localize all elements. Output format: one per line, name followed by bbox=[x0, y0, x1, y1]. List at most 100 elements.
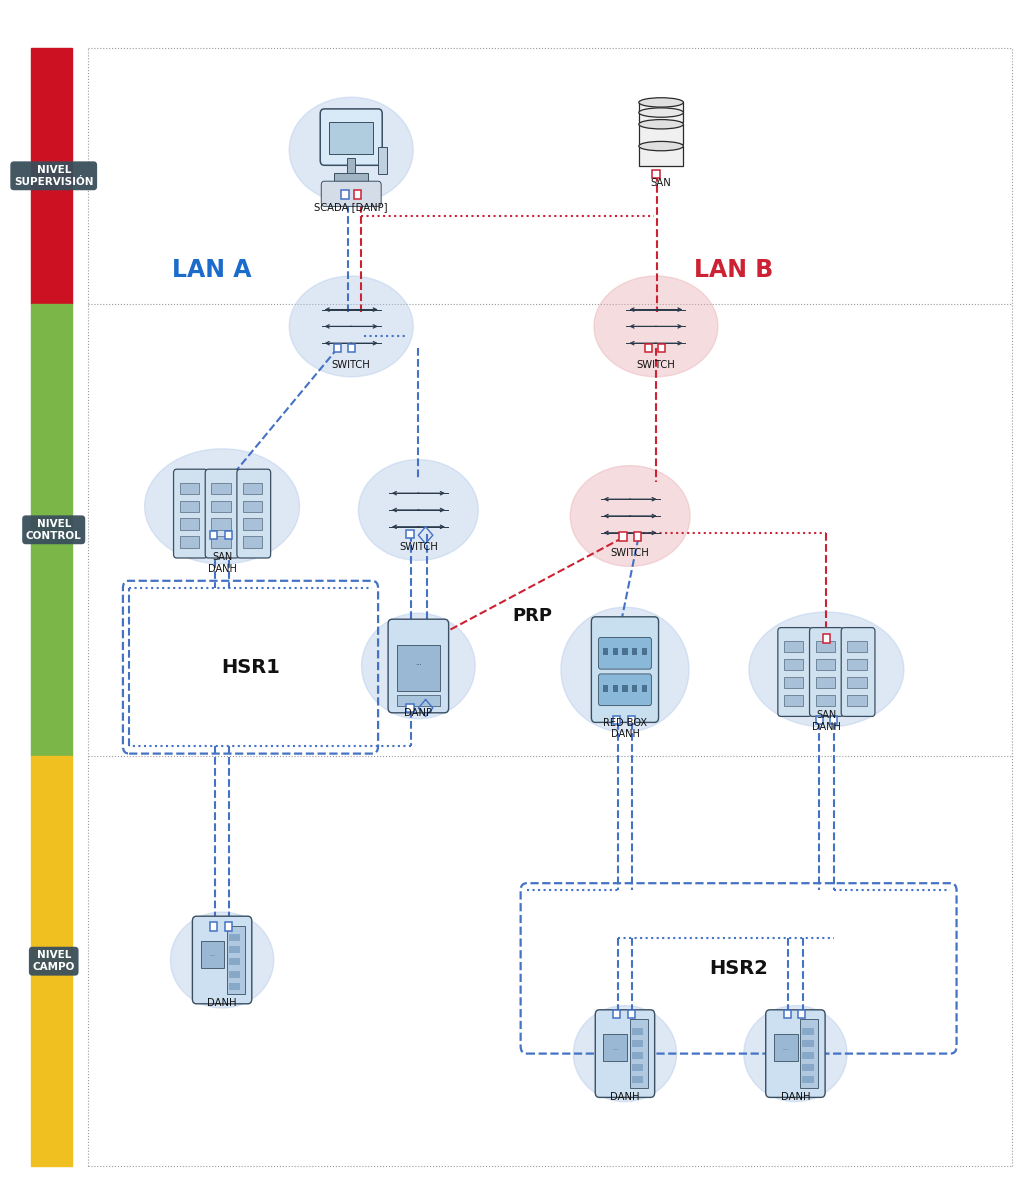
FancyBboxPatch shape bbox=[206, 469, 239, 558]
Bar bbox=[397, 695, 440, 707]
Bar bbox=[638, 146, 684, 166]
Bar bbox=[628, 1010, 634, 1018]
Bar bbox=[816, 659, 835, 671]
Text: SAN
DANH: SAN DANH bbox=[208, 552, 237, 574]
Bar bbox=[614, 715, 620, 724]
Bar bbox=[226, 925, 245, 995]
Bar bbox=[623, 648, 627, 655]
FancyBboxPatch shape bbox=[778, 628, 812, 716]
Ellipse shape bbox=[744, 1006, 847, 1102]
Bar bbox=[180, 500, 199, 512]
Bar bbox=[632, 1040, 644, 1046]
Bar bbox=[31, 756, 72, 1166]
Bar bbox=[816, 641, 835, 653]
Bar bbox=[632, 1052, 644, 1060]
Bar bbox=[180, 482, 199, 494]
Bar bbox=[784, 641, 804, 653]
FancyBboxPatch shape bbox=[595, 1010, 655, 1097]
FancyBboxPatch shape bbox=[591, 617, 659, 722]
Bar bbox=[180, 518, 199, 530]
Bar bbox=[803, 1076, 814, 1084]
Bar bbox=[180, 536, 199, 548]
Text: HSR1: HSR1 bbox=[221, 658, 280, 677]
Bar bbox=[229, 983, 241, 990]
Text: HSR2: HSR2 bbox=[710, 959, 768, 978]
Bar bbox=[330, 121, 373, 154]
Text: LAN B: LAN B bbox=[694, 258, 773, 282]
Bar bbox=[225, 922, 231, 931]
Ellipse shape bbox=[362, 613, 475, 719]
Bar bbox=[335, 343, 341, 352]
Bar bbox=[397, 646, 440, 691]
Bar bbox=[212, 482, 230, 494]
Bar bbox=[784, 659, 804, 671]
Text: NIVEL
CAMPO: NIVEL CAMPO bbox=[32, 950, 75, 972]
Bar bbox=[632, 1028, 644, 1034]
Bar bbox=[645, 343, 653, 352]
Bar bbox=[243, 482, 262, 494]
Text: LAN A: LAN A bbox=[173, 258, 251, 282]
Text: SWITCH: SWITCH bbox=[611, 548, 650, 558]
Bar bbox=[799, 1010, 806, 1018]
Ellipse shape bbox=[170, 912, 274, 1008]
Text: SWITCH: SWITCH bbox=[636, 360, 676, 370]
FancyBboxPatch shape bbox=[174, 469, 208, 558]
Text: SWITCH: SWITCH bbox=[399, 542, 438, 552]
Text: DANP: DANP bbox=[404, 708, 433, 718]
Text: DANH: DANH bbox=[208, 998, 237, 1008]
Text: ...: ... bbox=[783, 1045, 789, 1051]
FancyBboxPatch shape bbox=[321, 181, 381, 206]
Bar bbox=[603, 685, 608, 691]
Ellipse shape bbox=[638, 120, 684, 128]
Bar bbox=[847, 641, 867, 653]
Ellipse shape bbox=[573, 1006, 677, 1102]
Bar bbox=[212, 518, 230, 530]
Text: RED BOX
DANH: RED BOX DANH bbox=[603, 718, 647, 739]
Bar bbox=[629, 1019, 648, 1088]
Text: PRP: PRP bbox=[512, 607, 552, 624]
FancyBboxPatch shape bbox=[388, 619, 448, 713]
Bar bbox=[603, 1034, 627, 1061]
Text: ...: ... bbox=[613, 1045, 619, 1051]
Text: SCADA [DANP]: SCADA [DANP] bbox=[314, 202, 388, 211]
FancyBboxPatch shape bbox=[598, 674, 652, 706]
Bar bbox=[229, 947, 241, 953]
Ellipse shape bbox=[289, 97, 413, 203]
Ellipse shape bbox=[570, 466, 690, 566]
Bar bbox=[614, 1010, 620, 1018]
Bar bbox=[212, 500, 230, 512]
Bar bbox=[847, 677, 867, 689]
Ellipse shape bbox=[594, 276, 718, 377]
Bar bbox=[407, 529, 413, 538]
Bar bbox=[803, 1064, 814, 1072]
Bar bbox=[634, 532, 640, 540]
Ellipse shape bbox=[358, 460, 478, 560]
Bar bbox=[632, 685, 637, 691]
Bar bbox=[641, 648, 647, 655]
Bar bbox=[800, 1019, 818, 1088]
Bar bbox=[784, 1010, 791, 1018]
Bar bbox=[620, 532, 626, 540]
Ellipse shape bbox=[638, 142, 684, 151]
Bar bbox=[229, 959, 241, 966]
Bar bbox=[816, 695, 835, 707]
FancyBboxPatch shape bbox=[765, 1010, 825, 1097]
Bar bbox=[353, 190, 362, 198]
Bar bbox=[628, 715, 634, 724]
Text: SAN
DANH: SAN DANH bbox=[812, 710, 841, 732]
FancyBboxPatch shape bbox=[192, 917, 252, 1003]
Bar bbox=[200, 941, 224, 967]
Bar bbox=[816, 715, 823, 724]
Bar bbox=[243, 518, 262, 530]
FancyBboxPatch shape bbox=[320, 109, 382, 166]
Bar bbox=[784, 695, 804, 707]
Bar bbox=[658, 343, 665, 352]
Bar bbox=[347, 157, 355, 175]
Bar bbox=[229, 971, 241, 978]
Bar bbox=[613, 648, 618, 655]
Text: SWITCH: SWITCH bbox=[332, 360, 371, 370]
Text: NIVEL
SUPERVISIÓN: NIVEL SUPERVISIÓN bbox=[14, 166, 93, 187]
Bar bbox=[212, 536, 230, 548]
Ellipse shape bbox=[289, 276, 413, 377]
Bar bbox=[831, 715, 838, 724]
